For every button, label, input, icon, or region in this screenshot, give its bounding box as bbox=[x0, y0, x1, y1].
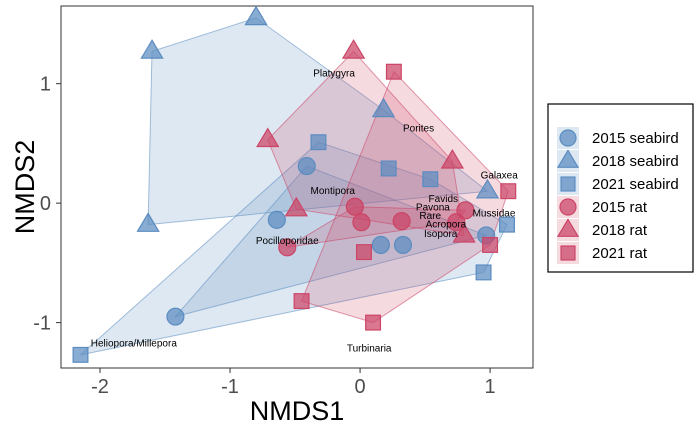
annotation-label: Pocilloporidae bbox=[256, 236, 319, 247]
hull-2015-seabird bbox=[173, 165, 488, 318]
annotation-label: Montipora bbox=[311, 186, 356, 197]
point-2021-rat bbox=[500, 183, 517, 200]
legend-label: 2015 seabird bbox=[592, 130, 679, 147]
point-2018-seabird bbox=[140, 39, 164, 59]
y-axis-title: NMDS2 bbox=[10, 140, 40, 235]
annotation-label: Heliopora/Millepora bbox=[91, 339, 178, 350]
point-2021-seabird bbox=[310, 134, 327, 151]
points-layer bbox=[72, 5, 517, 363]
point-2015-rat bbox=[352, 213, 371, 232]
point-2015-rat bbox=[447, 213, 466, 232]
annotation-label: Pavona bbox=[416, 203, 450, 214]
legend-key-circle bbox=[559, 198, 577, 216]
point-2021-seabird bbox=[422, 171, 439, 188]
point-2021-seabird bbox=[499, 216, 515, 233]
point-2018-rat bbox=[452, 223, 476, 243]
annotation-label: Rare bbox=[419, 211, 441, 222]
x-tick-label: 0 bbox=[355, 376, 366, 398]
point-2018-rat bbox=[440, 148, 465, 169]
y-tick-label: 1 bbox=[40, 74, 51, 96]
point-2015-rat bbox=[345, 197, 364, 216]
annotation-label: Isopora bbox=[424, 229, 458, 240]
annotation-label: Turbinaria bbox=[347, 344, 392, 355]
point-2015-seabird bbox=[371, 235, 390, 255]
legend-label: 2021 rat bbox=[592, 245, 648, 262]
point-2018-seabird bbox=[371, 97, 396, 118]
legend: 2015 seabird 2018 seabird 2021 seabird 2015… bbox=[547, 103, 694, 273]
point-2018-rat bbox=[341, 39, 366, 59]
legend-key-square bbox=[560, 176, 576, 192]
y-tick-label: -1 bbox=[33, 313, 51, 335]
x-axis-title: NMDS1 bbox=[250, 396, 345, 426]
point-2015-seabird bbox=[393, 235, 413, 255]
y-tick-label: 0 bbox=[40, 193, 51, 215]
legend-label: 2021 seabird bbox=[592, 176, 679, 193]
legend-key-triangle bbox=[556, 218, 580, 237]
legend-label: 2018 seabird bbox=[592, 153, 679, 170]
legend-key-square bbox=[560, 245, 576, 261]
x-tick-label: -1 bbox=[221, 376, 239, 398]
point-2015-rat bbox=[456, 201, 475, 220]
point-2021-rat bbox=[293, 293, 310, 310]
annotation-label: Acropora bbox=[426, 219, 467, 230]
hull-2018-rat bbox=[267, 50, 465, 237]
point-2018-seabird bbox=[136, 212, 160, 232]
point-2021-rat bbox=[385, 63, 402, 80]
annotation-label: Mussidae bbox=[473, 209, 516, 220]
legend-key-triangle bbox=[556, 149, 580, 168]
point-2021-seabird bbox=[380, 160, 397, 177]
legend-key-circle bbox=[559, 129, 577, 147]
x-tick-label: -2 bbox=[91, 376, 109, 398]
point-2021-rat bbox=[365, 314, 382, 331]
point-2015-seabird bbox=[267, 210, 286, 229]
point-2021-rat bbox=[482, 236, 499, 253]
legend-label: 2015 rat bbox=[592, 199, 648, 216]
annotation-label: Galaxea bbox=[481, 170, 519, 181]
x-tick-label: 1 bbox=[485, 376, 496, 398]
axes-layer: -2 -1 0 1 -1 0 1 bbox=[33, 74, 495, 398]
point-2015-rat bbox=[278, 238, 297, 257]
point-2015-seabird bbox=[166, 307, 185, 326]
hull-2018-seabird bbox=[147, 17, 489, 226]
point-2015-seabird bbox=[297, 157, 316, 176]
annotation-label: Porites bbox=[403, 124, 434, 135]
point-2021-seabird bbox=[72, 346, 89, 363]
legend-label: 2018 rat bbox=[592, 222, 648, 239]
annotation-layer: Platygyra Porites Galaxea Montipora FavidsPa… bbox=[91, 69, 519, 355]
point-2021-seabird bbox=[475, 264, 492, 281]
annotation-label: Platygyra bbox=[313, 69, 355, 80]
point-2018-seabird bbox=[475, 178, 500, 199]
point-2018-rat bbox=[256, 127, 280, 148]
point-2021-rat bbox=[355, 244, 372, 261]
annotation-label: Favids bbox=[429, 194, 458, 205]
point-2018-rat bbox=[284, 196, 309, 217]
point-2018-seabird bbox=[244, 5, 268, 26]
point-2015-rat bbox=[392, 211, 411, 231]
